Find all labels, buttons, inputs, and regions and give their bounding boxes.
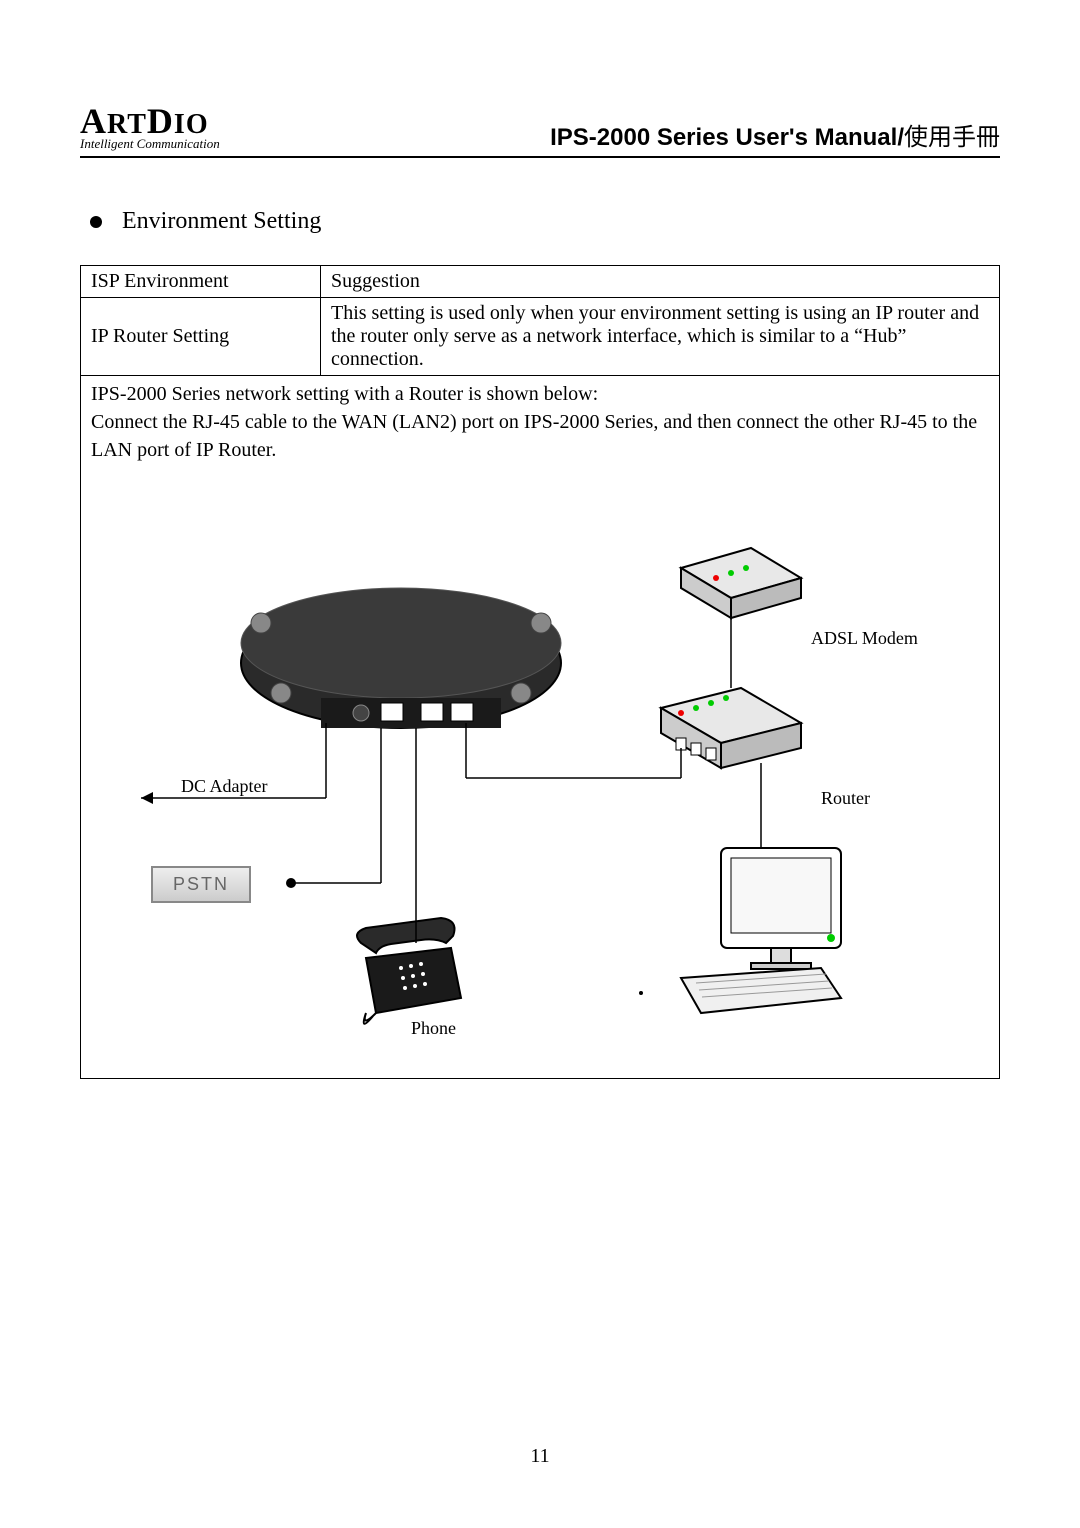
page-number: 11 (530, 1445, 549, 1468)
network-diagram: ADSL Modem Router DC Adapter PSTN Phone (81, 488, 999, 1078)
table-header-suggestion: Suggestion (321, 266, 1000, 298)
description-text: IPS-2000 Series network setting with a R… (81, 376, 999, 468)
adsl-modem-icon (681, 548, 801, 618)
section-title: Environment Setting (122, 208, 321, 235)
table-cell-suggestion-text: This setting is used only when your envi… (321, 298, 1000, 376)
table-header-isp: ISP Environment (81, 266, 321, 298)
router-icon (661, 688, 801, 768)
logo-subtitle: Intelligent Communication (80, 136, 220, 152)
logo: ARTDIO Intelligent Communication (80, 100, 220, 152)
dc-adapter-label: DC Adapter (181, 776, 267, 797)
pstn-label: PSTN (151, 866, 251, 903)
diagram-container: IPS-2000 Series network setting with a R… (80, 376, 1000, 1079)
router-label: Router (821, 788, 870, 809)
manual-title: IPS-2000 Series User's Manual/使用手冊 (550, 117, 1000, 152)
section-heading: Environment Setting (90, 208, 1000, 235)
computer-icon (681, 848, 841, 1013)
adsl-modem-label: ADSL Modem (811, 628, 918, 649)
phone-icon (357, 918, 461, 1024)
table-row: ISP Environment Suggestion (81, 266, 1000, 298)
table-cell-ip-router: IP Router Setting (81, 298, 321, 376)
ips-device-icon (241, 588, 561, 728)
table-row: IP Router Setting This setting is used o… (81, 298, 1000, 376)
page-header: ARTDIO Intelligent Communication IPS-200… (80, 100, 1000, 158)
environment-table: ISP Environment Suggestion IP Router Set… (80, 265, 1000, 376)
bullet-icon (90, 216, 102, 228)
phone-label: Phone (411, 1018, 456, 1039)
